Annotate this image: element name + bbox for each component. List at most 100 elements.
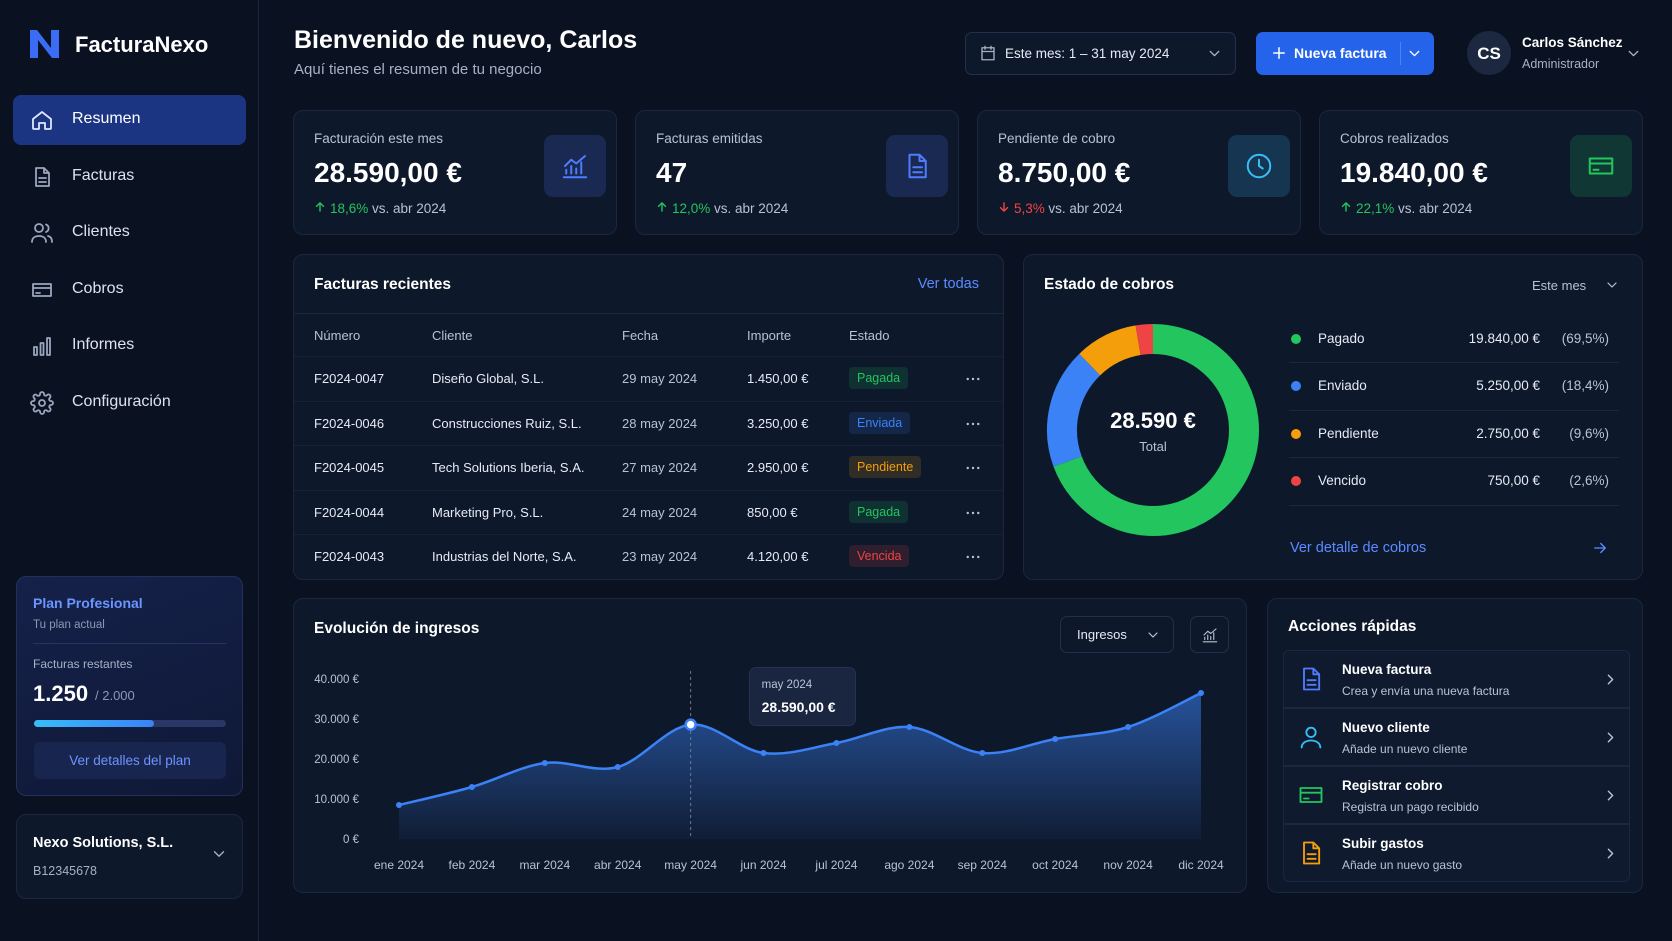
legend-dot — [1291, 428, 1301, 439]
quick-action-description: Registra un pago recibido — [1342, 800, 1479, 814]
nav-item[interactable]: Resumen — [13, 95, 246, 145]
row-divider — [294, 356, 1003, 357]
period-select[interactable]: Este mes — [1532, 278, 1587, 293]
nav-label: Resumen — [72, 110, 141, 127]
legend-amount: 750,00 € — [1487, 472, 1540, 488]
status-label: Vencida — [857, 549, 902, 564]
icon — [1594, 542, 1606, 554]
quick-action[interactable]: Nueva factura Crea y envía una nueva fact… — [1283, 650, 1630, 708]
icon-path — [1628, 50, 1639, 57]
icon — [33, 337, 51, 356]
area-fill — [399, 693, 1201, 839]
donut-total-caption: Total — [1139, 439, 1167, 454]
kpi-icon-box — [886, 135, 948, 197]
icon-path — [30, 390, 54, 415]
new-invoice-label: Nueva factura — [1294, 45, 1387, 61]
kpi-card: Pendiente de cobro 8.750,00 € 5,3% vs. abr … — [977, 110, 1301, 235]
legend-percent: (2,6%) — [1569, 472, 1609, 488]
icon-path — [1209, 50, 1220, 57]
row-divider — [294, 400, 1003, 402]
data-point — [684, 718, 697, 731]
status-badge: Pendiente — [849, 456, 922, 479]
legend-amount: 2.750,00 € — [1476, 425, 1540, 441]
panel-title: Acciones rápidas — [1288, 618, 1417, 635]
panel-title: Facturas recientes — [314, 276, 451, 293]
data-point — [541, 760, 548, 766]
kpi-value: 19.840,00 € — [1340, 157, 1488, 188]
company-name: Nexo Solutions, S.L. — [33, 835, 174, 851]
plan-button[interactable]: Ver detalles del plan — [34, 742, 226, 779]
plan-label: Facturas restantes — [33, 657, 133, 671]
table-cell: 4.120,00 € — [747, 549, 809, 565]
icon[interactable] — [964, 459, 982, 477]
kpi-card: Facturación este mes 28.590,00 € 18,6% vs. … — [293, 110, 617, 235]
table-cell: F2024-0046 — [314, 415, 385, 431]
divider — [294, 313, 1003, 314]
period-select[interactable]: Este mes: 1 – 31 may 2024 — [965, 32, 1236, 75]
icon[interactable] — [964, 548, 982, 566]
avatar[interactable]: CS — [1467, 31, 1511, 75]
chart-type-button[interactable] — [1190, 616, 1229, 653]
icon-path — [213, 851, 225, 857]
company-card[interactable]: Nexo Solutions, S.L. B12345678 — [16, 814, 243, 899]
icon-path — [1148, 632, 1158, 638]
new-invoice-button[interactable]: Nueva factura — [1256, 32, 1434, 75]
logo — [30, 30, 59, 58]
nav-item[interactable]: Facturas — [13, 152, 246, 202]
icon-path — [999, 202, 1009, 212]
legend-divider — [1289, 456, 1619, 458]
icon-path — [1588, 157, 1614, 175]
payments-detail-link[interactable]: Ver detalle de cobros — [1290, 540, 1427, 556]
quick-action-title: Subir gastos — [1342, 836, 1424, 851]
table-cell: F2024-0045 — [314, 460, 385, 476]
icon-path — [31, 223, 53, 243]
kpi-value: 28.590,00 € — [314, 157, 462, 188]
x-tick-label: jun 2024 — [740, 858, 787, 872]
icon[interactable] — [964, 415, 982, 433]
icon[interactable] — [964, 504, 982, 522]
status-label: Pendiente — [857, 460, 914, 475]
icon — [1607, 790, 1614, 801]
icon[interactable] — [964, 370, 982, 388]
legend-percent: (18,4%) — [1561, 378, 1609, 394]
icon — [1409, 50, 1420, 57]
legend-dot — [1291, 334, 1301, 344]
nav-item[interactable]: Cobros — [13, 265, 246, 315]
table-cell: 1.450,00 € — [747, 371, 809, 386]
column-header: Número — [314, 328, 361, 343]
quick-action-description: Crea y envía una nueva factura — [1342, 684, 1510, 698]
kpi-icon-box — [544, 135, 606, 197]
series-select-label: Ingresos — [1077, 627, 1127, 642]
column-header: Importe — [747, 328, 792, 343]
view-all-link[interactable]: Ver todas — [917, 276, 979, 292]
legend-amount: 5.250,00 € — [1476, 378, 1540, 394]
page-subtitle: Aquí tienes el resumen de tu negocio — [294, 61, 542, 78]
nav-item[interactable]: Informes — [13, 321, 246, 371]
area-chart: 0 € 10.000 € 20.000 € 30.000 € 40.000 € ene 2… — [314, 671, 1224, 872]
data-point — [468, 784, 475, 790]
status-badge: Pagada — [849, 367, 909, 389]
revenue-panel: Evolución de ingresos Ingresos 0 € 10.000 €… — [293, 598, 1247, 893]
icon-path — [1594, 542, 1606, 554]
donut-segment — [1135, 324, 1154, 356]
table-cell: 3.250,00 € — [747, 415, 809, 431]
nav-item[interactable]: Configuración — [13, 378, 246, 428]
quick-action[interactable]: Nuevo cliente Añade un nuevo cliente — [1283, 708, 1630, 766]
quick-action[interactable]: Registrar cobro Registra un pago recibido — [1283, 766, 1630, 824]
kpi-change: 12,0% — [672, 201, 711, 216]
data-point — [1125, 724, 1132, 730]
kpi-change: 5,3% — [1014, 201, 1045, 216]
table-cell: Industrias del Norte, S.A. — [432, 549, 577, 565]
kpi-change: 22,1% — [1356, 201, 1395, 216]
x-tick-label: feb 2024 — [449, 858, 496, 872]
quick-actions-panel: Acciones rápidas Nueva factura Crea y enví… — [1267, 598, 1643, 893]
user-name: Carlos Sánchez — [1522, 35, 1623, 50]
series-select[interactable]: Ingresos — [1060, 616, 1174, 653]
period-label: Este mes: 1 – 31 may 2024 — [1005, 46, 1170, 61]
icon-path — [1303, 667, 1321, 691]
nav-item[interactable]: Clientes — [13, 208, 246, 258]
quick-action[interactable]: Subir gastos Añade un nuevo gasto — [1283, 824, 1630, 882]
legend-divider — [1289, 362, 1619, 364]
table-cell: Construcciones Ruiz, S.L. — [432, 415, 582, 431]
